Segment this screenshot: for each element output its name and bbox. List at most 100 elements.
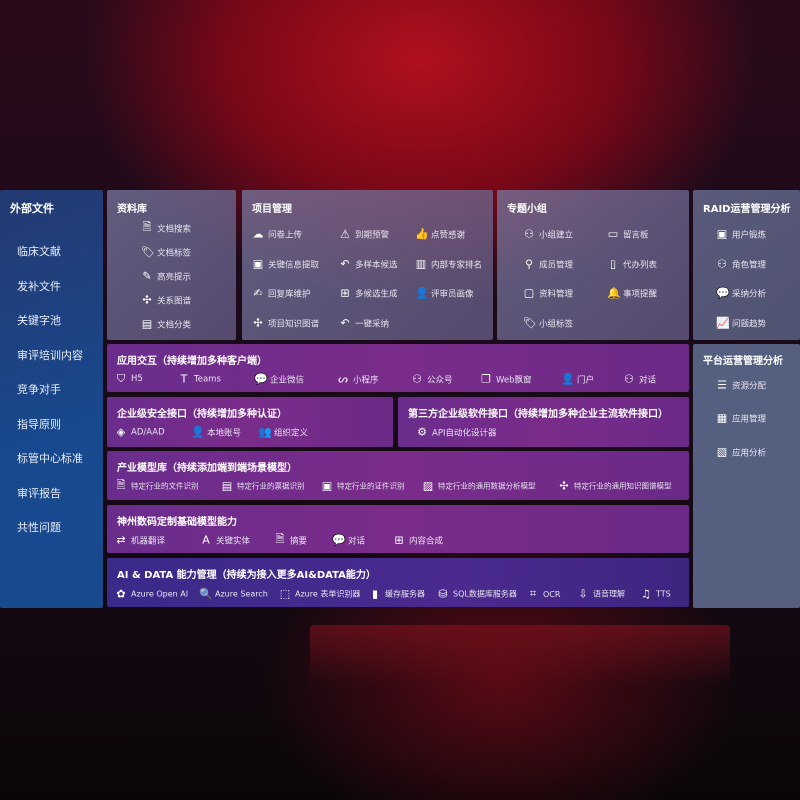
api-gear-icon: ⚙ — [417, 425, 427, 439]
project-item[interactable]: ↶ 一键采纳 — [340, 316, 390, 330]
base-model-panel: 神州数码定制基础模型能力 ⇄ 机器翻译 A 关键实体 🗎 摘要 💬 对话 ⊞ 内容合成 — [107, 505, 689, 553]
thumbs-up-icon: 👍 — [415, 227, 429, 241]
sidebar-item[interactable]: 审评报告 — [17, 487, 61, 500]
graph-icon: ✣ — [559, 479, 569, 493]
security-item[interactable]: ◈ AD/AAD — [116, 425, 165, 439]
library-item[interactable]: ✎ 高亮提示 — [142, 269, 192, 283]
project-item[interactable]: ☁ 问卷上传 — [252, 227, 303, 241]
raid-title: RAID运营管理分析 — [703, 204, 791, 215]
trend-icon: 📈 — [716, 316, 730, 330]
interaction-item[interactable]: T Teams — [178, 373, 221, 386]
library-item[interactable]: 🗎 文档搜索 — [141, 219, 191, 238]
project-item[interactable]: ▣ 关键信息提取 — [252, 257, 320, 271]
platform-item[interactable]: ▦ 应用管理 — [716, 411, 767, 425]
doc-search-icon: 🗎 — [142, 220, 152, 234]
summary-icon: 🗎 — [275, 532, 285, 546]
chat-icon: 💬 — [332, 533, 346, 547]
interaction-item[interactable]: ❐ Web飘窗 — [481, 372, 532, 386]
security-item[interactable]: 👤 本地账号 — [191, 425, 242, 439]
industry-item[interactable]: ▣ 特定行业的证件识别 — [321, 479, 405, 493]
ai-data-item[interactable]: 🔍 Azure Search — [199, 587, 268, 601]
project-item[interactable]: ↶ 多样本候选 — [340, 257, 398, 271]
puzzle-icon: ⊞ — [340, 286, 350, 300]
industry-panel: 产业模型库（持续添加端到端场景模型） 🗎 特定行业的文件识别 ▤ 特定行业的票据识别… — [107, 451, 689, 500]
user-add-icon: ⚲ — [524, 257, 534, 271]
project-item[interactable]: ▥ 内部专家排名 — [415, 257, 483, 271]
project-item[interactable]: ⊞ 多候选生成 — [340, 286, 398, 300]
platform-item[interactable]: ☰ 资源分配 — [717, 378, 767, 392]
interaction-item[interactable]: ⛉ H5 — [116, 372, 143, 385]
group-item[interactable]: 🔔 事项提醒 — [607, 286, 658, 300]
security-item[interactable]: 👥 组织定义 — [258, 425, 309, 439]
library-item[interactable]: ▤ 文档分类 — [141, 317, 192, 331]
library-panel: 资料库 🗎 文档搜索 🏷 文档标签 ✎ 高亮提示 ✣ 关系图谱 ▤ 文档分类 — [107, 190, 236, 340]
chat-users-icon: ⚇ — [624, 372, 634, 386]
group-item[interactable]: ⚲ 成员管理 — [524, 257, 574, 271]
ai-data-item[interactable]: ✿ Azure Open AI — [116, 587, 189, 601]
raid-item[interactable]: ⚇ 角色管理 — [717, 257, 767, 271]
platform-item[interactable]: ▧ 应用分析 — [716, 445, 767, 459]
interaction-item[interactable]: ⚇ 公众号 — [412, 372, 453, 386]
group-item[interactable]: ▢ 资料管理 — [523, 286, 574, 300]
group-item[interactable]: ⚇ 小组建立 — [524, 227, 574, 241]
project-item[interactable]: 👍 点赞感谢 — [415, 227, 466, 241]
sidebar-item[interactable]: 竞争对手 — [17, 383, 61, 396]
raid-item[interactable]: ▣ 用户锻炼 — [716, 227, 767, 241]
ai-data-item[interactable]: ▮ 缓存服务器 — [369, 588, 425, 601]
chart-icon: ▧ — [716, 445, 728, 459]
project-item[interactable]: ⚠ 到期预警 — [340, 227, 390, 241]
base-model-item[interactable]: 💬 对话 — [332, 533, 366, 547]
library-item[interactable]: ✣ 关系图谱 — [142, 293, 192, 307]
interaction-item[interactable]: 💬 企业微信 — [254, 372, 305, 386]
sql-icon: ⛁ — [438, 587, 448, 601]
raid-item[interactable]: 📈 问题趋势 — [716, 316, 767, 330]
ad-icon: ◈ — [116, 425, 126, 439]
sidebar-item[interactable]: 共性问题 — [17, 521, 61, 534]
platform-title: 平台运营管理分析 — [703, 356, 783, 367]
ai-data-item[interactable]: ⬚ Azure 表单识别器 — [279, 587, 361, 601]
receipt-icon: ▤ — [221, 479, 233, 493]
industry-item[interactable]: ▤ 特定行业的票据识别 — [221, 479, 305, 493]
industry-item[interactable]: 🗎 特定行业的文件识别 — [115, 477, 199, 496]
project-title: 项目管理 — [252, 204, 292, 215]
group-item[interactable]: 🏷 小组标签 — [523, 316, 574, 330]
ai-data-item[interactable]: ♫ TTS — [641, 587, 671, 601]
sidebar-item[interactable]: 关键字池 — [17, 314, 61, 327]
reply-icon: ↶ — [340, 316, 350, 330]
sidebar-item[interactable]: 标管中心标准 — [17, 452, 83, 465]
base-model-item[interactable]: ⇄ 机器翻译 — [116, 533, 166, 547]
base-model-item[interactable]: 🗎 摘要 — [274, 531, 307, 550]
interaction-item[interactable]: ⚇ 对话 — [624, 372, 657, 386]
alarm-icon: ⚠ — [340, 227, 350, 241]
group-item[interactable]: ▭ 留言板 — [607, 227, 649, 241]
interaction-item[interactable]: 👤 门户 — [561, 372, 595, 386]
industry-item[interactable]: ▨ 特定行业的通用数据分析模型 — [422, 479, 536, 493]
ai-data-item[interactable]: ⛁ SQL数据库服务器 — [438, 587, 517, 601]
sidebar-item[interactable]: 指导原则 — [17, 418, 61, 431]
base-model-item[interactable]: A 关键实体 — [200, 534, 250, 547]
ai-data-item[interactable]: ⇩ 语音理解 — [578, 587, 625, 601]
raid-panel: RAID运营管理分析 ▣ 用户锻炼 ⚇ 角色管理 💬 采纳分析 📈 问题趋势 — [693, 190, 800, 340]
interaction-item[interactable]: ᔕ 小程序 — [338, 372, 379, 386]
image-chart-icon: ▨ — [422, 479, 434, 493]
sidebar-item[interactable]: 临床文献 — [17, 245, 61, 258]
project-item[interactable]: 👤 评审员画像 — [415, 286, 474, 300]
sidebar-title: 外部文件 — [10, 202, 54, 215]
project-item[interactable]: ✣ 项目知识图谱 — [253, 316, 320, 330]
library-item[interactable]: 🏷 文档标签 — [141, 245, 192, 259]
base-model-item[interactable]: ⊞ 内容合成 — [394, 533, 444, 547]
industry-item[interactable]: ✣ 特定行业的通用知识图谱模型 — [559, 479, 672, 493]
project-item[interactable]: ✍ 回复库维护 — [253, 286, 311, 300]
file-icon: 🗎 — [116, 478, 126, 492]
clipboard-icon: ▯ — [609, 257, 617, 271]
raid-item[interactable]: 💬 采纳分析 — [716, 286, 767, 300]
group-panel: 专题小组 ⚇ 小组建立 ▭ 留言板 ⚲ 成员管理 ▯ 代办列表 ▢ 资料管理 🔔 事项提醒 … — [497, 190, 689, 340]
group-item[interactable]: ▯ 代办列表 — [607, 258, 657, 271]
ai-data-item[interactable]: ⌗ OCR — [527, 587, 561, 601]
thirdparty-item[interactable]: ⚙ API自动化设计器 — [417, 425, 497, 439]
sidebar-item[interactable]: 发补文件 — [17, 280, 61, 293]
doc-classify-icon: ▤ — [141, 317, 153, 331]
org-icon: 👥 — [258, 425, 272, 439]
sidebar-item[interactable]: 审评培训内容 — [17, 349, 83, 362]
window-icon: ❐ — [481, 372, 491, 386]
